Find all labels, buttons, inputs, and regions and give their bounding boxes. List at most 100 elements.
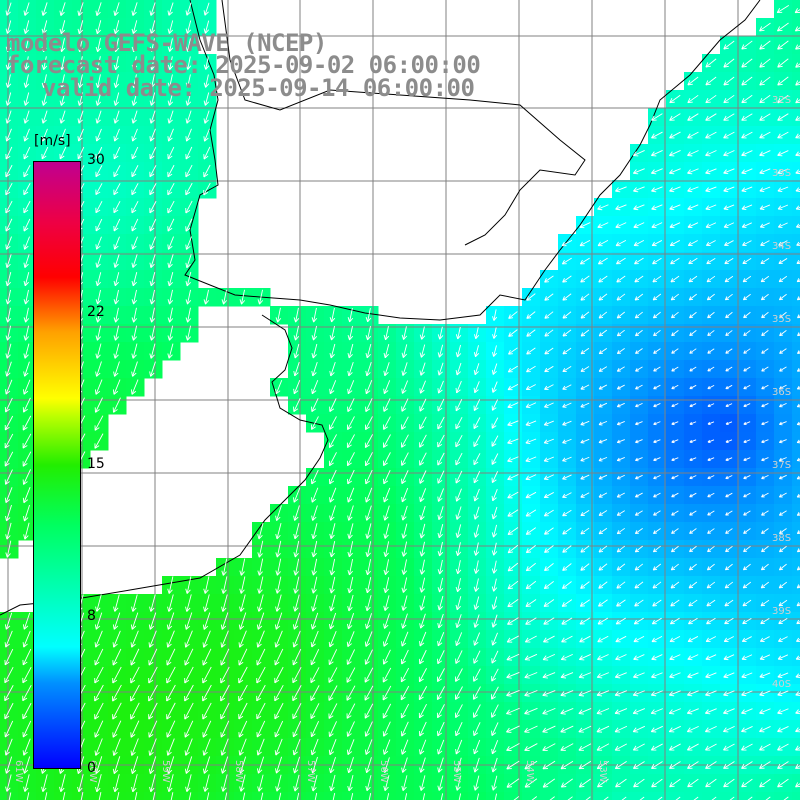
speed-cell [540,792,559,800]
speed-cell [216,792,235,800]
valid-date: valid date: 2025-09-14 06:00:00 [42,74,475,102]
wind-arrow [5,56,12,70]
colorbar [33,161,81,769]
speed-cell [792,162,800,181]
speed-cell [90,792,109,800]
wind-arrow [5,38,12,52]
speed-cell [360,792,379,800]
wind-arrow [59,56,66,71]
wind-arrow [113,20,120,35]
speed-cell [792,522,800,541]
speed-cell [702,792,721,800]
speed-cell [252,792,271,800]
lon-label: 61W [13,760,24,783]
speed-cell [792,90,800,109]
speed-cell [270,792,289,800]
wind-arrow [113,38,120,53]
speed-cell [504,792,523,800]
wind-arrow [113,2,120,16]
speed-cell [792,576,800,595]
speed-cell [792,432,800,451]
speed-cell [234,792,253,800]
speed-cell [396,792,415,800]
speed-cell [792,648,800,667]
wind-vectors [4,2,800,800]
speed-cell [576,792,595,800]
lon-label: 55W [451,760,462,783]
wind-arrow [23,38,30,52]
lon-label: 57W [305,760,316,783]
lat-label: 38S [772,533,791,544]
wind-arrow [95,2,102,16]
lat-label: 39S [772,606,791,617]
wind-arrow [203,20,210,34]
speed-cell [792,702,800,721]
speed-cell [792,684,800,703]
speed-cell [792,180,800,199]
speed-cell [630,792,649,800]
wind-arrow [59,20,66,35]
wind-arrow [23,56,30,70]
speed-cell [432,792,451,800]
speed-cell [450,792,469,800]
speed-cell [306,792,325,800]
wind-arrow [95,56,102,71]
speed-cell [792,720,800,739]
speed-cell [18,792,37,800]
wind-arrow [41,20,48,34]
lon-label: 59W [160,760,171,783]
wind-arrow [167,20,174,34]
colorbar-tick-30: 30 [87,152,105,168]
speed-cell [162,792,181,800]
speed-cell [792,252,800,271]
wind-arrow [23,20,30,34]
atlantic-coastline [184,0,761,321]
speed-cell [792,594,800,613]
speed-cell [36,792,55,800]
speed-cell [288,792,307,800]
lat-label: 35S [772,314,791,325]
speed-cell [198,792,217,800]
wind-arrow [131,20,138,34]
speed-cell [558,792,577,800]
speed-cell [792,324,800,343]
wind-arrow [777,22,789,32]
wind-arrow [77,38,84,53]
colorbar-tick-15: 15 [87,456,105,472]
speed-cell [468,792,487,800]
lat-label: 34S [772,241,791,252]
speed-cell [324,792,343,800]
lon-label: 53W [597,760,608,783]
wind-arrow [5,20,12,34]
border-line [221,0,586,246]
colorbar-tick-8: 8 [87,608,96,624]
wind-arrow [77,56,84,71]
speed-cell [486,792,505,800]
speed-cell [0,792,19,800]
wind-arrow [794,8,800,14]
speed-cell [594,792,613,800]
speed-cell [792,396,800,415]
speed-cell [126,792,145,800]
lon-label: 54W [524,760,535,783]
speed-cell [792,270,800,289]
speed-cell [792,486,800,505]
speed-cell [792,108,800,127]
speed-cell [684,792,703,800]
wind-arrow [185,38,192,52]
speed-cell [792,792,800,800]
lat-label: 32S [772,95,791,106]
speed-cell [792,630,800,649]
lat-label: 33S [772,168,791,179]
lon-label: 58W [233,760,244,783]
wind-arrow [131,38,138,53]
speed-cell [792,414,800,433]
colorbar-tick-0: 0 [87,760,96,776]
wind-arrow [167,38,174,52]
speed-cell [612,792,631,800]
speed-cell [792,36,800,55]
speed-cell [738,792,757,800]
wind-arrow [41,56,48,70]
